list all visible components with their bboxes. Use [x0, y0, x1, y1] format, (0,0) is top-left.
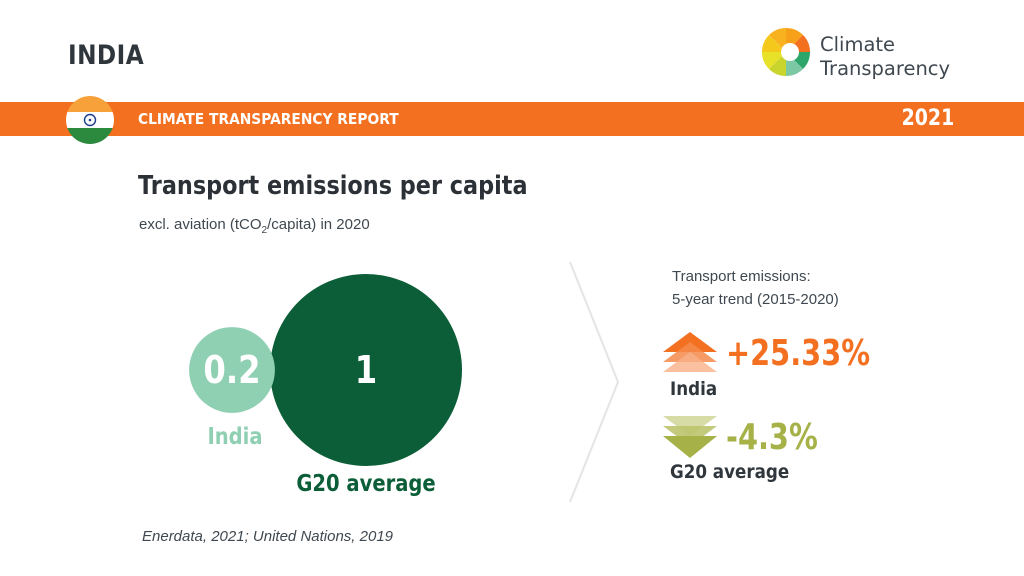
g20-trend-label: G20 average	[670, 461, 790, 483]
india-trend-label: India	[670, 378, 718, 400]
chart-title: Transport emissions per capita	[138, 171, 528, 201]
chevron-divider-icon	[569, 261, 620, 503]
india-flag-icon	[66, 96, 114, 144]
india-category-label: India	[207, 424, 263, 450]
g20-bubble	[270, 274, 462, 466]
report-year: 2021	[901, 106, 954, 131]
logo-text-line2: Transparency	[820, 57, 951, 80]
report-label: CLIMATE TRANSPARENCY REPORT	[138, 110, 399, 128]
subtitle-part-1: excl. aviation (tCO	[139, 216, 262, 233]
india-bubble	[189, 327, 275, 413]
climate-transparency-logo: Climate Transparency	[760, 26, 960, 86]
trend-heading-line1: Transport emissions:	[672, 268, 811, 285]
g20-value-label: 1	[354, 348, 378, 392]
logo-mark-icon	[761, 27, 811, 77]
g20-category-label: G20 average	[296, 471, 436, 497]
trend-down-arrow-icon	[663, 416, 717, 458]
trend-up-arrow-icon	[663, 332, 717, 372]
logo-text-line1: Climate	[820, 33, 896, 56]
g20-trend-value: -4.3%	[726, 417, 818, 458]
trend-heading-line2: 5-year trend (2015-2020)	[672, 291, 839, 308]
india-trend-value: +25.33%	[726, 333, 871, 374]
subtitle-part-2: /capita) in 2020	[267, 216, 370, 233]
country-title: INDIA	[68, 40, 145, 71]
trend-heading: Transport emissions: 5-year trend (2015-…	[672, 265, 839, 311]
report-band	[0, 102, 1024, 136]
source-note: Enerdata, 2021; United Nations, 2019	[142, 528, 394, 545]
chart-subtitle: excl. aviation (tCO2/capita) in 2020	[139, 216, 370, 236]
subtitle-subscript: 2	[261, 225, 268, 236]
india-value-label: 0.2	[203, 348, 261, 392]
